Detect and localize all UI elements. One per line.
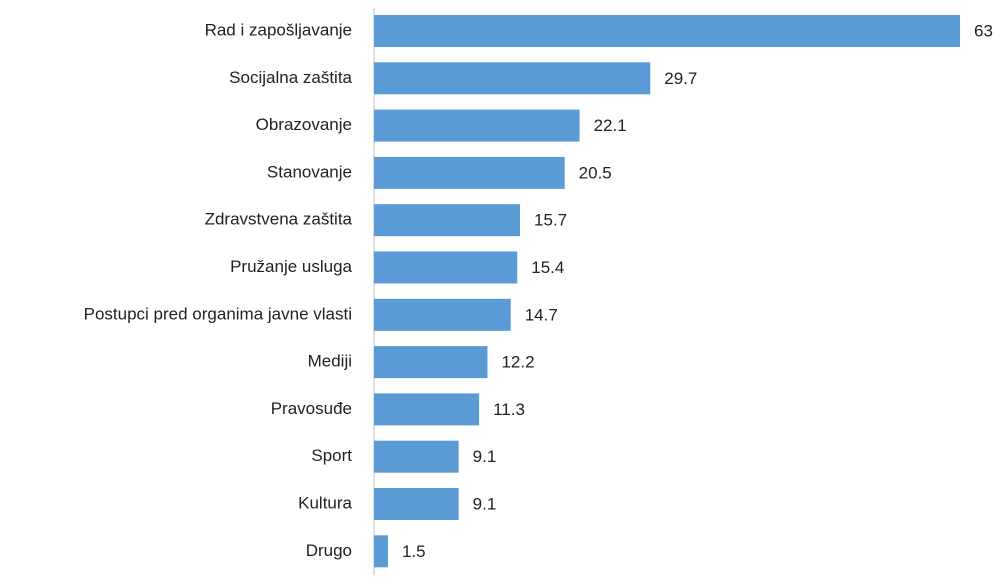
bar [374, 298, 511, 331]
category-label: Obrazovanje [256, 115, 352, 134]
data-label: 12.2 [501, 353, 534, 372]
category-label: Postupci pred organima javne vlasti [84, 304, 352, 323]
bar [374, 251, 518, 284]
category-label: Stanovanje [267, 162, 352, 181]
bar [374, 204, 521, 237]
bar [374, 156, 565, 189]
data-label: 20.5 [579, 163, 612, 182]
bar [374, 62, 651, 95]
bar [374, 488, 459, 520]
category-label: Pravosuđe [271, 399, 352, 418]
category-label: Sport [311, 446, 352, 465]
category-label: Mediji [308, 352, 352, 371]
category-label: Kultura [298, 493, 352, 512]
bar [374, 15, 960, 47]
data-label: 29.7 [664, 69, 697, 88]
data-label: 1.5 [402, 542, 426, 561]
category-label: Drugo [306, 541, 352, 560]
category-label: Socijalna zaštita [229, 68, 352, 87]
data-label: 14.7 [525, 305, 558, 324]
bar [374, 346, 488, 379]
data-label: 15.4 [531, 258, 564, 277]
bar [374, 535, 388, 568]
category-label: Zdravstvena zaštita [205, 210, 353, 229]
bar [374, 440, 459, 473]
bar [374, 109, 580, 142]
data-label: 11.3 [493, 400, 525, 419]
category-label: Rad i zapošljavanje [205, 20, 352, 39]
data-label: 22.1 [594, 116, 627, 135]
data-label: 63 [974, 21, 993, 40]
category-label: Pružanje usluga [230, 257, 352, 276]
bar [374, 393, 480, 426]
data-label: 9.1 [473, 494, 497, 513]
data-label: 9.1 [473, 447, 497, 466]
data-label: 15.7 [534, 211, 567, 230]
